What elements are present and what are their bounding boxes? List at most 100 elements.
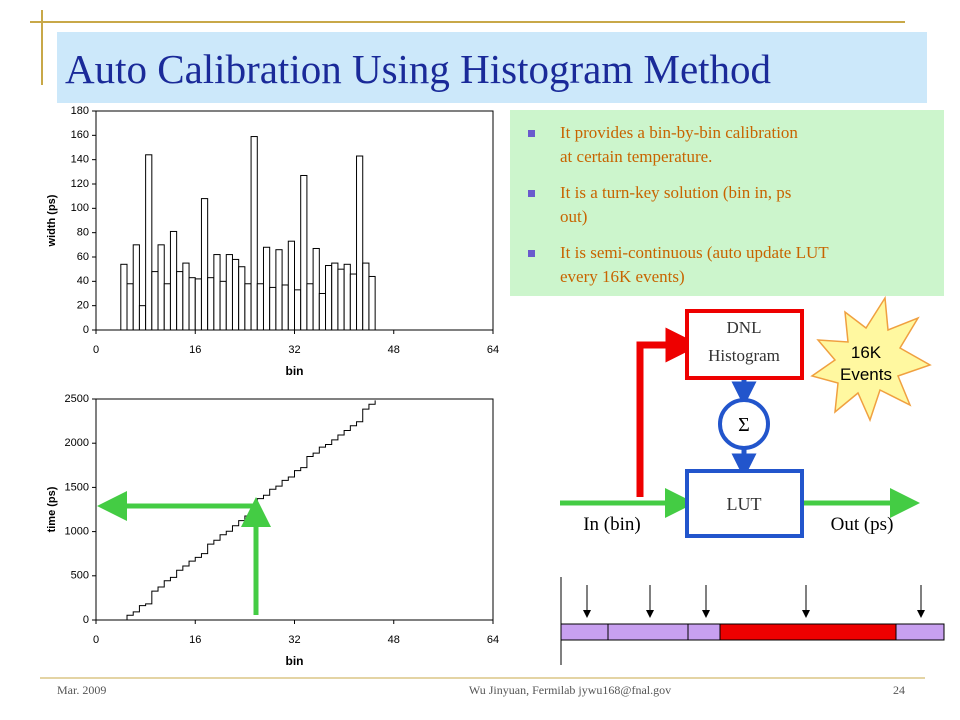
y-tick-label: 2000 [65, 437, 89, 449]
burst [810, 295, 932, 423]
bullet-marker [528, 250, 535, 257]
bar [176, 271, 184, 331]
bar [151, 271, 159, 331]
timeline [560, 577, 945, 665]
bar [325, 265, 333, 331]
bar [356, 155, 364, 331]
bar [194, 278, 202, 331]
bar [238, 266, 246, 331]
x-axis-label: bin [286, 654, 304, 668]
io-label: Out (ps) [831, 514, 894, 535]
x-tick-label: 48 [388, 634, 400, 646]
bar [188, 277, 196, 331]
x-tick-label: 64 [487, 634, 499, 646]
x-tick-label: 0 [93, 634, 99, 646]
y-tick-label: 80 [77, 227, 89, 239]
y-tick-label: 500 [71, 570, 89, 582]
box-label: DNL [727, 318, 762, 337]
bar [337, 268, 345, 331]
y-tick-label: 0 [83, 324, 89, 336]
step-line [120, 400, 376, 621]
y-tick-label: 120 [71, 178, 89, 190]
bullet-text: It is semi-continuous (auto update LUT ev… [560, 243, 829, 286]
bar [331, 262, 339, 331]
sum-node [718, 398, 770, 450]
y-tick-label: 140 [71, 154, 89, 166]
box-label: LUT [727, 494, 762, 514]
bar [126, 283, 134, 331]
y-axis-label: width (ps) [46, 194, 58, 247]
bar [182, 262, 190, 331]
bar [287, 240, 295, 331]
y-axis-label: time (ps) [46, 486, 58, 532]
burst-label: 16K [851, 343, 882, 362]
y-tick-label: 20 [77, 300, 89, 312]
title: Auto Calibration Using Histogram Method [65, 46, 771, 92]
bar [275, 249, 283, 331]
bar [163, 283, 171, 331]
bar [312, 247, 320, 331]
x-tick-label: 48 [388, 344, 400, 356]
bar [120, 263, 128, 331]
bar [207, 277, 215, 331]
x-axis-label: bin [286, 364, 304, 378]
bar [281, 284, 289, 331]
bar [231, 258, 240, 331]
y-tick-label: 60 [77, 251, 89, 263]
y-tick-label: 100 [71, 202, 89, 214]
bullet-marker [528, 130, 535, 137]
y-tick-label: 1000 [65, 526, 89, 538]
bullet-box [510, 110, 944, 296]
bar [269, 286, 277, 331]
bar [294, 289, 302, 331]
x-tick-label: 0 [93, 344, 99, 356]
footer-date: Mar. 2009 [57, 683, 106, 697]
bullet-marker [528, 190, 535, 197]
bar [225, 254, 233, 331]
bar [219, 280, 227, 331]
bullet-text: It provides a bin-by-bin calibration at c… [560, 123, 798, 166]
bullet-text: It is a turn-key solution (bin in, ps out… [560, 183, 791, 226]
x-tick-label: 64 [487, 344, 499, 356]
bar [157, 244, 165, 331]
y-tick-label: 40 [77, 275, 89, 287]
bar [256, 283, 264, 331]
footer-author: Wu Jinyuan, Fermilab jywu168@fnal.gov [469, 683, 671, 697]
footer-page: 24 [893, 683, 905, 697]
bar [145, 154, 153, 331]
x-tick-label: 16 [189, 634, 201, 646]
bar [306, 283, 314, 331]
io-label: In (bin) [583, 514, 641, 535]
bar [318, 293, 327, 331]
sum-symbol: Σ [738, 414, 750, 436]
bar [169, 230, 178, 331]
bar [368, 275, 376, 331]
plot-frame [95, 398, 494, 621]
lut-box [685, 469, 804, 538]
y-tick-label: 0 [83, 614, 89, 626]
x-tick-label: 32 [288, 344, 300, 356]
y-tick-label: 1500 [65, 481, 89, 493]
bar [300, 174, 308, 331]
x-tick-label: 32 [288, 634, 300, 646]
bar [200, 198, 209, 331]
bar [244, 283, 252, 331]
bar [362, 262, 370, 331]
bar [213, 254, 221, 331]
y-tick-label: 160 [71, 129, 89, 141]
bar [138, 305, 147, 331]
histogram-box [685, 309, 804, 380]
y-tick-label: 180 [71, 105, 89, 117]
title-box [57, 32, 927, 103]
bar [250, 136, 258, 331]
bar [349, 273, 358, 331]
bar [262, 246, 271, 331]
box-label: Histogram [708, 346, 780, 365]
feedback-arrow [636, 327, 701, 497]
bar [132, 244, 140, 331]
burst-label: Events [840, 365, 892, 384]
y-tick-label: 2500 [65, 393, 89, 405]
bar [343, 263, 351, 331]
x-tick-label: 16 [189, 344, 201, 356]
